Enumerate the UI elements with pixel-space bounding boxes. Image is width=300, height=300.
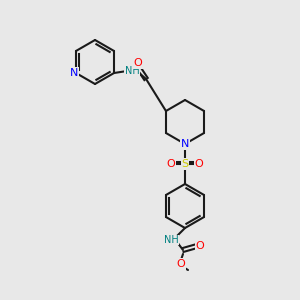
Text: N: N [70,68,78,78]
Text: O: O [167,159,176,169]
Text: O: O [196,241,204,251]
Text: S: S [182,159,189,169]
Text: O: O [177,259,185,269]
Text: NH: NH [164,235,178,245]
Text: NH: NH [125,66,140,76]
Text: O: O [134,58,142,68]
Text: O: O [195,159,203,169]
Text: N: N [181,139,189,149]
